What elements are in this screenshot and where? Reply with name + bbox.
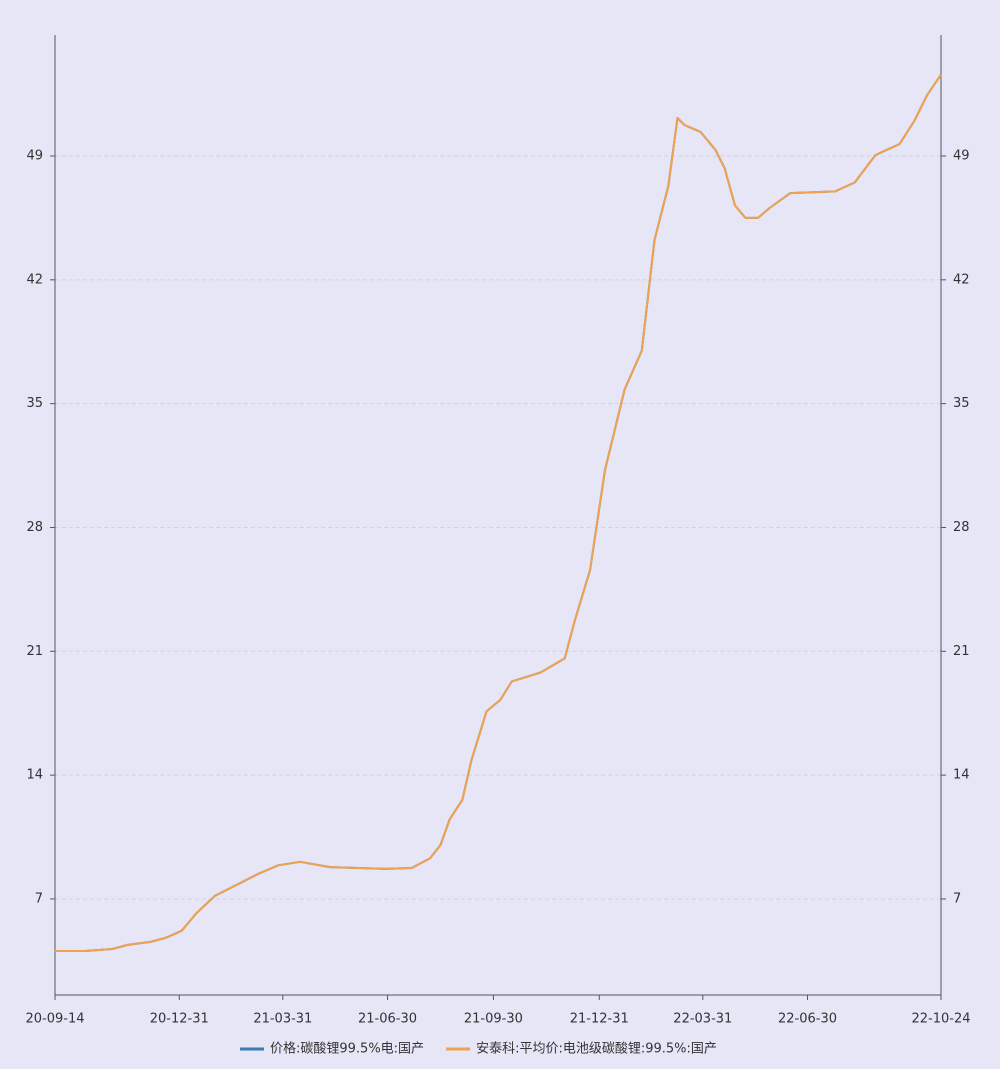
x-tick-label: 21-06-30 [358, 1012, 417, 1027]
y2-tick-label: 35 [953, 396, 970, 411]
y-tick-label: 28 [26, 520, 43, 535]
x-tick-label: 21-03-31 [253, 1012, 312, 1027]
x-tick-label: 21-12-31 [570, 1012, 629, 1027]
y2-tick-label: 7 [953, 891, 961, 906]
x-tick-label: 20-12-31 [150, 1012, 209, 1027]
y2-tick-label: 14 [953, 768, 970, 783]
y2-tick-label: 21 [953, 644, 970, 659]
y2-tick-label: 42 [953, 272, 970, 287]
legend-label: 安泰科:平均价:电池级碳酸锂:99.5%:国产 [476, 1042, 717, 1057]
x-tick-label: 22-06-30 [778, 1012, 837, 1027]
x-tick-label: 22-10-24 [911, 1012, 970, 1027]
y2-tick-label: 28 [953, 520, 970, 535]
y-tick-label: 14 [26, 768, 43, 783]
legend-label: 价格:碳酸锂99.5%电:国产 [270, 1041, 424, 1057]
x-tick-label: 22-03-31 [673, 1012, 732, 1027]
y-tick-label: 7 [35, 891, 43, 906]
y-tick-label: 35 [26, 396, 43, 411]
y2-tick-label: 49 [953, 148, 970, 163]
x-tick-label: 21-09-30 [464, 1012, 523, 1027]
data-line [55, 74, 942, 952]
y-tick-label: 21 [26, 644, 43, 659]
y-tick-label: 49 [26, 148, 43, 163]
x-tick-label: 20-09-14 [25, 1012, 84, 1027]
data-line [55, 74, 942, 952]
y-tick-label: 42 [26, 272, 43, 287]
